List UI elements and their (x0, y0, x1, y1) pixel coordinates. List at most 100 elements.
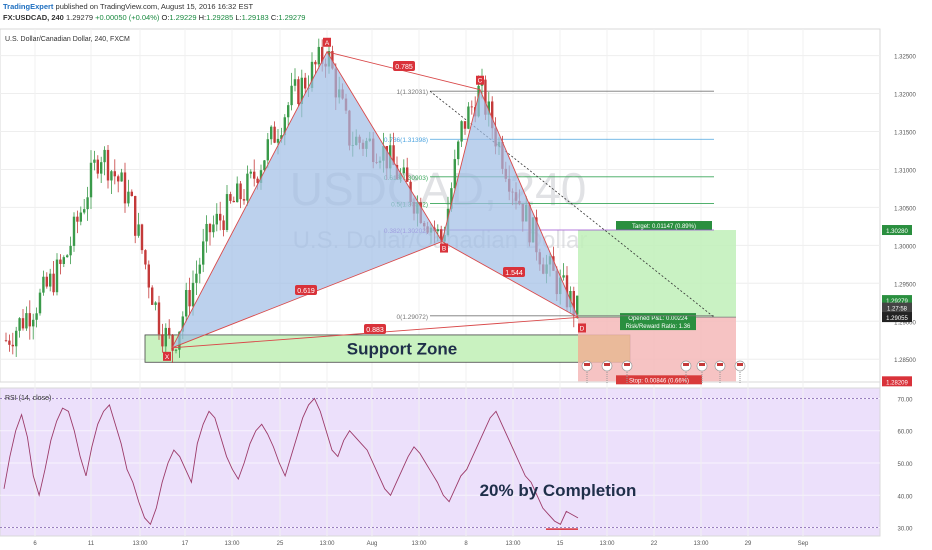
candle-body (103, 149, 106, 163)
event-markers[interactable] (581, 360, 746, 384)
x-tick-label: 13:00 (132, 541, 148, 547)
event-flag (714, 360, 726, 384)
candle-body (28, 313, 31, 327)
rsi-tick-label: 60.00 (897, 430, 913, 436)
flag-stripe (584, 363, 590, 366)
candle-body (263, 160, 266, 171)
candle-body (161, 334, 164, 347)
candle-body (225, 194, 229, 230)
ratio-badge: 0.619 (295, 285, 317, 295)
point-badge-bg (163, 351, 171, 361)
ratio-label: 0.619 (297, 288, 315, 295)
rr-label: Risk/Reward Ratio: 1.36 (626, 324, 691, 330)
candle-body (181, 316, 184, 332)
candle-body (453, 159, 456, 189)
event-flag (680, 360, 692, 384)
candle-body (463, 121, 467, 129)
candle-body (137, 224, 140, 236)
bcd-triangle (441, 88, 579, 319)
ratio-badge-bg (295, 285, 317, 295)
publish-line: TradingExpert published on TradingView.c… (3, 2, 253, 11)
candle-body (317, 46, 320, 65)
instrument-title: U.S. Dollar/Canadian Dollar, 240, FXCM (5, 36, 130, 43)
high-label: H: (198, 13, 207, 22)
candle-body (287, 105, 290, 118)
candle-body (174, 349, 178, 351)
candle-body (106, 149, 110, 181)
candle-body (72, 216, 76, 246)
y-tick-label: 1.31500 (894, 130, 916, 136)
candle-body (123, 172, 127, 204)
low-value: 1.29183 (241, 13, 269, 22)
candle-body (151, 287, 154, 305)
candle-body (208, 223, 212, 233)
y-tick-label: 1.30000 (894, 244, 916, 250)
candle-body (331, 51, 334, 69)
flag-stripe (699, 363, 705, 366)
fib-label: 0.786(1.31398) (384, 137, 428, 144)
candle-body (117, 176, 120, 182)
rsi-tick-label: 50.00 (897, 462, 913, 468)
candle-body (154, 302, 157, 305)
target-badge-bg (616, 221, 712, 231)
price-tag-bg (882, 302, 912, 313)
target-label: Target: 0.01147 (0.89%) (632, 224, 696, 230)
point-badge-d: D (578, 323, 586, 333)
candle-body (185, 289, 188, 317)
point-badge-bg (476, 75, 484, 85)
publisher-name[interactable]: TradingExpert (3, 2, 54, 11)
ratio-label: 0.883 (366, 327, 384, 334)
candle-body (215, 213, 218, 225)
candle-body (212, 224, 215, 233)
y-tick-label: 1.30500 (894, 206, 916, 212)
event-flag (734, 360, 746, 384)
candle-body (55, 259, 59, 293)
candle-body (246, 173, 249, 201)
fib-label: 1(1.32031) (397, 89, 428, 96)
ratio-badge-bg (503, 267, 525, 277)
price-tag: 1.27:58 (882, 302, 912, 313)
point-label: X (165, 354, 170, 361)
stop-badge: Stop: 0.00846 (0.66%) (616, 375, 702, 385)
price-tag: 1.29055 (882, 312, 912, 323)
x-tick-label: 17 (182, 541, 189, 547)
candle-body (273, 126, 276, 143)
candle-body (290, 85, 293, 106)
candle-body (229, 194, 232, 201)
open-pl-label: Opened P&L: 0.00224 (628, 316, 688, 322)
ratio-label: 0.785 (395, 64, 413, 71)
point-label: B (442, 246, 446, 253)
event-flag (621, 360, 633, 384)
candle-body (157, 302, 161, 335)
y-tick-label: 1.31000 (894, 168, 916, 174)
candle-body (15, 330, 18, 347)
event-flag (581, 360, 593, 384)
stop-badge-bg (616, 375, 702, 385)
point-label: D (580, 325, 585, 332)
rsi-tick-label: 40.00 (897, 494, 913, 500)
event-flag (601, 360, 613, 384)
candle-body (440, 229, 443, 242)
candle-body (256, 178, 259, 183)
point-badge-bg (578, 323, 586, 333)
symbol-label[interactable]: FX:USDCAD, 240 (3, 13, 64, 22)
flag-stripe (624, 363, 630, 366)
point-label: C (478, 78, 483, 85)
candle-body (283, 117, 286, 136)
candle-body (140, 224, 144, 251)
candle-body (188, 289, 191, 307)
x-tick-label: 13:00 (505, 541, 521, 547)
candle-body (484, 79, 487, 115)
candle-body (45, 276, 48, 287)
harmonic-pattern[interactable]: 0.785 0.619 1.544 0.883 X A B C D (163, 37, 586, 361)
ratio-label: 1.544 (505, 270, 523, 277)
candle-body (259, 170, 263, 183)
price-tag-bg (882, 312, 912, 323)
y-tick-label: 1.29500 (894, 282, 916, 288)
rsi-pane[interactable] (0, 387, 881, 537)
candle-body (457, 141, 460, 160)
candle-body (249, 171, 252, 174)
pl-badge: Opened P&L: 0.00224 Risk/Reward Ratio: 1.… (620, 313, 696, 331)
x-tick-label: 25 (277, 541, 284, 547)
